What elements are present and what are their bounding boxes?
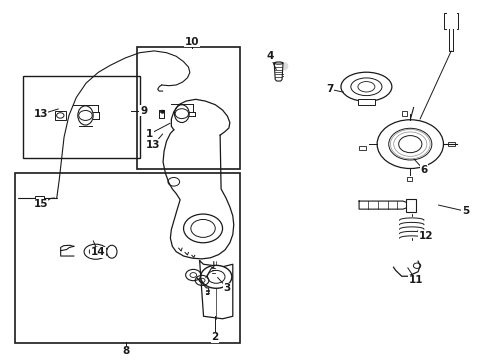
Polygon shape <box>199 261 232 319</box>
Text: 4: 4 <box>266 51 273 61</box>
Polygon shape <box>358 201 407 209</box>
Ellipse shape <box>84 244 107 259</box>
Bar <box>447 142 454 146</box>
Bar <box>35 196 43 200</box>
Text: 10: 10 <box>184 37 199 47</box>
Text: 2: 2 <box>211 332 219 342</box>
Bar <box>357 99 374 105</box>
Text: 7: 7 <box>325 84 333 94</box>
Text: 12: 12 <box>418 231 432 241</box>
Bar <box>55 111 65 120</box>
Bar <box>15 173 239 343</box>
Text: 9: 9 <box>140 106 147 116</box>
Bar <box>401 111 406 116</box>
Text: 13: 13 <box>33 109 48 120</box>
Bar <box>358 146 365 150</box>
Ellipse shape <box>106 245 117 258</box>
Text: 1: 1 <box>145 129 153 139</box>
Bar <box>137 47 239 169</box>
Text: 5: 5 <box>461 206 468 216</box>
Circle shape <box>160 110 164 113</box>
Text: 3: 3 <box>224 283 231 293</box>
Circle shape <box>388 128 431 160</box>
Text: 15: 15 <box>33 199 48 210</box>
Text: 14: 14 <box>91 247 105 257</box>
Ellipse shape <box>274 62 283 64</box>
Circle shape <box>376 120 443 168</box>
Bar <box>22 76 140 158</box>
Ellipse shape <box>340 72 391 101</box>
Polygon shape <box>274 63 283 81</box>
Circle shape <box>200 265 231 288</box>
Text: 8: 8 <box>122 346 130 356</box>
Text: 13: 13 <box>146 140 160 150</box>
Bar <box>406 176 411 181</box>
Circle shape <box>183 214 222 243</box>
Text: 6: 6 <box>420 165 427 175</box>
Text: 11: 11 <box>408 275 423 285</box>
Bar <box>406 199 415 212</box>
